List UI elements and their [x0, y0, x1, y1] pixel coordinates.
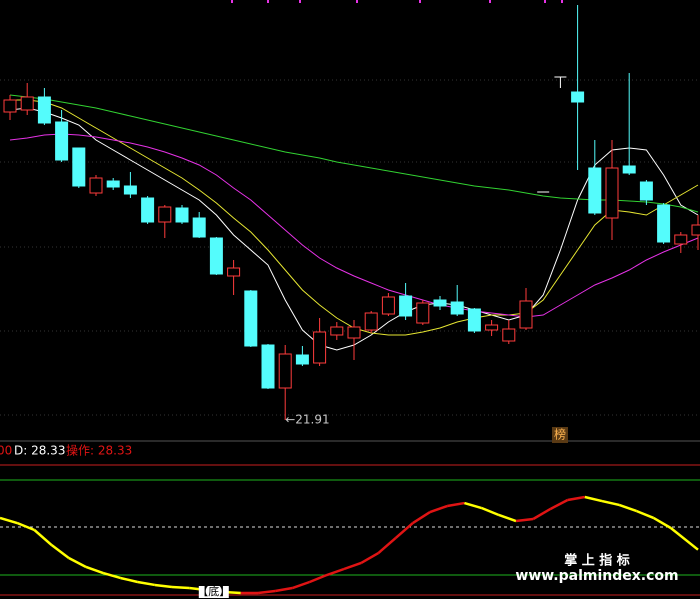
candle-body: [158, 206, 172, 223]
indicator-segment: [635, 509, 655, 520]
indicator-segment: [154, 583, 173, 589]
indicator-segment: [291, 580, 311, 590]
candle-body: [416, 302, 430, 324]
indicator-prefix: 00: [0, 444, 12, 458]
candle-body: [347, 326, 361, 339]
indicator-segment: [0, 516, 18, 525]
indicator-segment: [601, 499, 620, 507]
candle-body: [330, 326, 344, 336]
candle-body: [244, 290, 258, 347]
candle-body: [295, 354, 309, 365]
indicator-segment: [33, 529, 53, 546]
indicator-segment: [652, 516, 672, 530]
candle-body: [209, 237, 223, 275]
indicator-segment: [85, 565, 104, 575]
candle-body: [141, 197, 155, 223]
candle-body: [571, 91, 585, 103]
moving-average: [9, 133, 699, 318]
indicator-segment: [102, 571, 121, 580]
candle-body: [3, 99, 17, 113]
candle-body: [192, 217, 206, 238]
marker-box: [198, 586, 229, 598]
indicator-segment: [309, 573, 328, 584]
watermark-url: www.palmindex.com: [515, 568, 678, 584]
candle-body: [467, 308, 481, 332]
candle-body: [55, 121, 69, 161]
indicator-segment: [394, 522, 414, 539]
candle-body: [433, 299, 447, 307]
indicator-segment: [515, 517, 534, 523]
d-label: D: 28.33: [14, 444, 65, 458]
indicator-segment: [532, 507, 552, 521]
indicator-segment: [16, 521, 35, 532]
candle-body: [106, 180, 120, 188]
indicator-segment: [618, 503, 637, 513]
candle-body: [622, 165, 636, 174]
candle-body: [502, 328, 516, 342]
indicator-segment: [481, 506, 500, 517]
moving-average: [10, 99, 699, 336]
candle-body: [639, 181, 653, 201]
indicator-segment: [171, 585, 190, 590]
op-label: 操作: 28.33: [66, 443, 132, 458]
indicator-segment: [464, 501, 482, 510]
indicator-segment: [412, 510, 431, 525]
candle-body: [227, 267, 241, 277]
marker-label: 【底】: [197, 584, 230, 598]
candle-body: [123, 185, 137, 195]
candle-body: [89, 177, 103, 194]
candle-body: [313, 331, 327, 364]
candle-body: [605, 167, 619, 219]
candle-body: [20, 96, 34, 111]
candle-body: [37, 96, 51, 124]
indicator-segment: [257, 589, 276, 595]
indicator-segment: [137, 580, 156, 587]
indicator-segment: [377, 537, 397, 554]
candle-body: [278, 353, 292, 389]
indicator-segment: [50, 544, 70, 560]
candle-body: [485, 324, 499, 331]
indicator-reference: [0, 464, 700, 596]
badge: 榜: [554, 427, 566, 442]
candle-body: [691, 224, 700, 236]
candle-body: [261, 344, 275, 389]
indicator-segment: [670, 527, 699, 551]
indicator-segment: [446, 501, 465, 508]
moving-average: [9, 94, 699, 213]
low-annotation: ←21.91: [285, 413, 329, 427]
candle-body: [657, 204, 671, 243]
indicator-segment: [429, 504, 448, 514]
indicator-segment: [343, 561, 362, 571]
candle-body: [175, 207, 189, 223]
indicator-segment: [567, 495, 586, 502]
indicator-segment: [360, 551, 380, 565]
indicator-segment: [68, 556, 87, 569]
indicator-segment: [549, 498, 569, 511]
indicator-segment: [120, 576, 138, 584]
indicator-segment: [326, 567, 345, 577]
candle-body: [399, 295, 413, 317]
badge-box: [552, 427, 568, 443]
watermark-title: 掌 上 指 标: [564, 553, 630, 569]
dotted-grid: [0, 79, 700, 416]
top-marks: [231, 0, 563, 3]
candle-body: [364, 312, 378, 331]
indicator-segment: [274, 586, 293, 593]
indicator-segment: [498, 513, 517, 523]
candle-body: [588, 167, 602, 214]
candle-body: [381, 296, 395, 315]
indicator-segment: [584, 495, 603, 503]
candle-body: [674, 234, 688, 245]
candle-body: [72, 147, 86, 187]
candle-body: [519, 300, 533, 329]
candle-body: [450, 301, 464, 315]
